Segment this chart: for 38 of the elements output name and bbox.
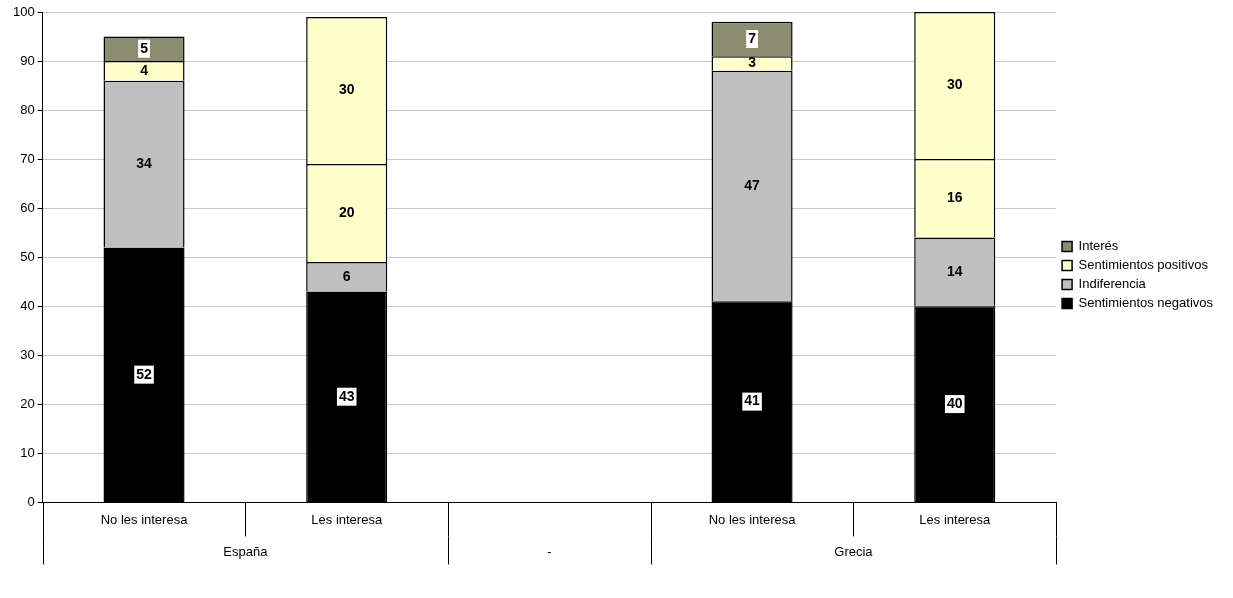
legend-label: Sentimientos positivos (1078, 257, 1209, 273)
data-label: 5 (140, 39, 149, 56)
data-label: 30 (946, 76, 963, 93)
data-label: 4 (140, 61, 149, 78)
text: España (223, 543, 269, 559)
text: Grecia (834, 543, 874, 559)
data-label: 6 (342, 267, 351, 284)
y-tick-label: 40 (20, 297, 35, 313)
x-tick-label: Les interesa (919, 511, 991, 527)
data-label: 41 (744, 392, 761, 409)
data-label: 40 (946, 394, 963, 411)
y-tick-label: 70 (20, 150, 35, 166)
x-tick-label: No les interesa (100, 511, 189, 527)
y-tick-label: 20 (20, 395, 35, 411)
y-tick-label: 100 (12, 3, 35, 19)
y-tick-label: 80 (20, 101, 35, 117)
data-label: 7 (748, 29, 757, 46)
y-tick-label: 10 (20, 444, 35, 460)
y-tick-label: 90 (20, 52, 35, 68)
text: - (547, 543, 552, 559)
data-label: 47 (744, 176, 761, 193)
legend-label: Interés (1078, 238, 1119, 254)
legend-label: Sentimientos negativos (1078, 295, 1214, 311)
data-label: 14 (946, 262, 963, 279)
data-label: 30 (338, 81, 355, 98)
data-label: 20 (338, 203, 355, 220)
y-tick-label: 50 (20, 248, 35, 264)
data-label: 52 (136, 365, 153, 382)
legend-label: Indiferencia (1078, 276, 1147, 292)
y-tick-label: 30 (20, 346, 35, 362)
y-tick-label: 0 (27, 493, 35, 509)
data-label: 34 (136, 154, 153, 171)
x-tick-label: Les interesa (311, 511, 383, 527)
data-label: 3 (748, 54, 757, 71)
data-label: 16 (946, 189, 963, 206)
data-label: 43 (338, 387, 355, 404)
x-tick-label: No les interesa (708, 511, 797, 527)
y-tick-label: 60 (20, 199, 35, 215)
